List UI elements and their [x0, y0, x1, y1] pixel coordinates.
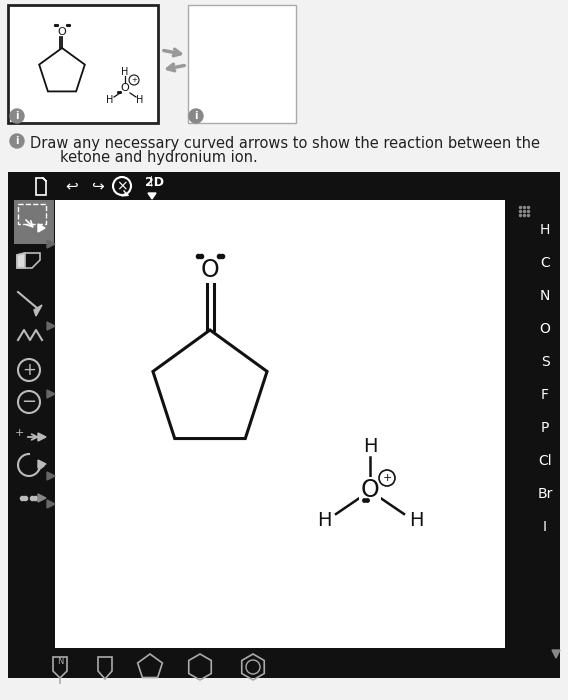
Text: F: F	[541, 388, 549, 402]
Polygon shape	[148, 193, 156, 199]
Text: Cl: Cl	[538, 454, 552, 468]
Text: 2D: 2D	[145, 176, 165, 188]
Text: i: i	[15, 111, 19, 121]
Text: Draw any necessary curved arrows to show the reaction between the: Draw any necessary curved arrows to show…	[30, 136, 540, 151]
Text: I: I	[543, 520, 547, 534]
Text: +: +	[382, 473, 392, 483]
Circle shape	[10, 109, 24, 123]
Polygon shape	[38, 460, 46, 468]
FancyBboxPatch shape	[8, 172, 560, 678]
Text: P: P	[541, 421, 549, 435]
Text: +: +	[14, 428, 24, 438]
Text: i: i	[194, 111, 198, 121]
Text: ↩: ↩	[66, 178, 78, 193]
Polygon shape	[38, 494, 46, 502]
Text: H: H	[136, 95, 144, 105]
FancyBboxPatch shape	[8, 5, 158, 123]
Polygon shape	[47, 322, 55, 330]
Circle shape	[189, 109, 203, 123]
Text: H: H	[317, 510, 331, 529]
Polygon shape	[34, 305, 42, 316]
Text: H: H	[122, 67, 129, 77]
Text: O: O	[120, 83, 130, 93]
Text: H: H	[540, 223, 550, 237]
Polygon shape	[38, 433, 46, 441]
Polygon shape	[17, 253, 25, 268]
Text: i: i	[15, 136, 19, 146]
Text: H: H	[106, 95, 114, 105]
Text: S: S	[541, 355, 549, 369]
Text: O: O	[361, 478, 379, 502]
Text: |: |	[149, 176, 153, 186]
Polygon shape	[47, 390, 55, 398]
FancyBboxPatch shape	[14, 200, 54, 244]
FancyBboxPatch shape	[188, 5, 296, 123]
Text: ketone and hydronium ion.: ketone and hydronium ion.	[60, 150, 258, 165]
FancyBboxPatch shape	[55, 200, 505, 648]
Text: O: O	[201, 258, 219, 282]
Circle shape	[379, 470, 395, 486]
Text: N: N	[57, 657, 63, 666]
Text: Br: Br	[537, 487, 553, 501]
Text: +: +	[131, 77, 137, 83]
Text: H: H	[409, 510, 423, 529]
Text: ↪: ↪	[91, 178, 103, 193]
Polygon shape	[47, 240, 55, 248]
Text: C: C	[540, 256, 550, 270]
Polygon shape	[38, 224, 45, 232]
Polygon shape	[552, 650, 560, 658]
Text: O: O	[57, 27, 66, 37]
Text: ×: ×	[116, 179, 128, 193]
Circle shape	[129, 75, 139, 85]
Text: +: +	[22, 361, 36, 379]
Text: −: −	[22, 393, 36, 411]
Text: O: O	[540, 322, 550, 336]
Text: H: H	[363, 438, 377, 456]
Polygon shape	[47, 500, 55, 508]
Polygon shape	[47, 472, 55, 480]
Circle shape	[10, 134, 24, 148]
Text: N: N	[540, 289, 550, 303]
